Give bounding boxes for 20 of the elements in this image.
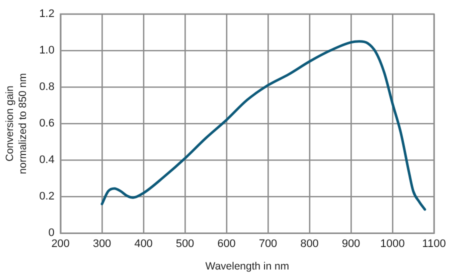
x-tick-label: 1100 (422, 238, 446, 250)
x-axis-title: Wavelength in nm (205, 260, 290, 273)
y-tick-label: 0.8 (39, 81, 54, 94)
x-tick-label: 500 (176, 238, 194, 250)
y-tick-label: 0.4 (39, 154, 54, 166)
x-tick-label: 200 (51, 238, 70, 250)
y-axis-title: Conversion gain normalized to 850 nm (4, 72, 29, 174)
x-tick-label: 600 (217, 238, 236, 250)
x-tick-label: 1000 (380, 238, 405, 250)
line-series (100, 40, 426, 211)
x-tick-label: 400 (134, 238, 153, 250)
x-tick-label: 700 (258, 238, 278, 250)
y-tick-label: 0.6 (39, 118, 54, 130)
y-tick-label: 1.2 (39, 8, 54, 20)
y-tick-label: 0 (48, 227, 54, 240)
y-tick-label: 1.0 (39, 44, 54, 57)
y-tick-label: 0.2 (39, 190, 54, 203)
x-tick-label: 900 (342, 238, 360, 250)
x-tick-label: 800 (300, 238, 319, 250)
x-tick-label: 300 (92, 238, 112, 250)
